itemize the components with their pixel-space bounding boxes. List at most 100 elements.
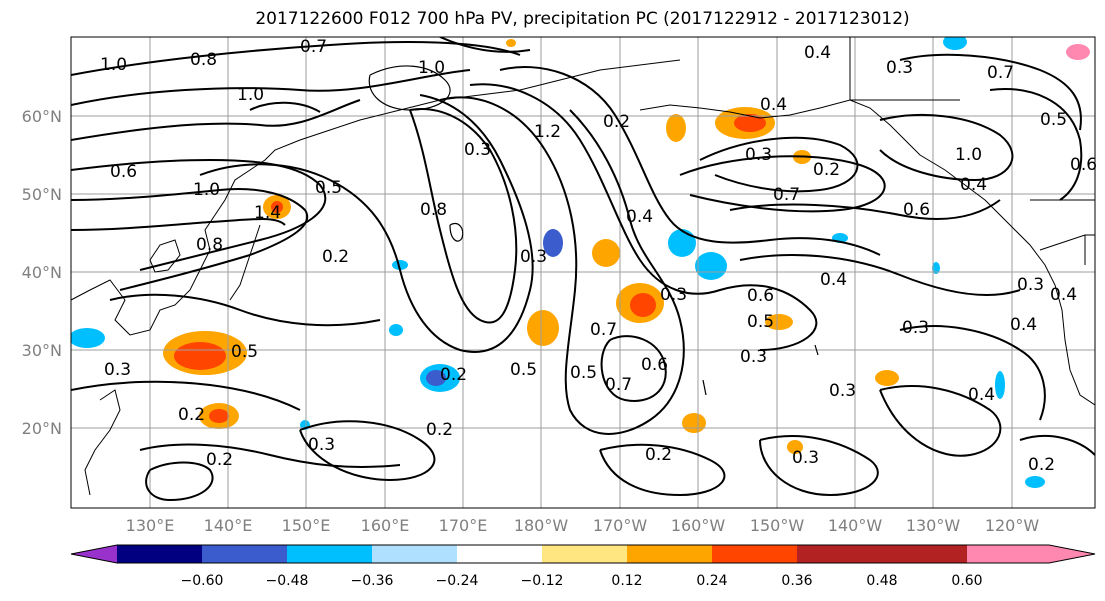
contour-label: 0.5: [510, 360, 537, 380]
contour-label: 0.8: [190, 50, 217, 70]
contour-label: 0.3: [308, 435, 335, 455]
contour-label: 0.4: [968, 385, 995, 405]
contour-label: 0.2: [322, 247, 349, 267]
pv-contours: [71, 37, 1095, 502]
lon-label: 140°W: [828, 516, 883, 535]
lon-label: 170°W: [593, 516, 648, 535]
lat-label: 50°N: [22, 185, 62, 204]
colorbar-segment: [457, 545, 542, 563]
colorbar-tick-label: −0.36: [351, 573, 394, 589]
contour-label: 0.6: [747, 286, 774, 306]
contour-label: 0.3: [902, 318, 929, 338]
colorbar-ticks: −0.60 −0.48 −0.36 −0.24 −0.12 0.12 0.24 …: [181, 573, 983, 589]
contour-label: 1.4: [254, 203, 281, 223]
contour-label: 0.4: [820, 270, 847, 290]
contour-label: 1.0: [237, 85, 264, 105]
lon-label: 130°E: [126, 516, 175, 535]
contour-label: 1.0: [193, 180, 220, 200]
contour-label: 0.5: [315, 178, 342, 198]
lat-label: 60°N: [22, 107, 62, 126]
contour-label: 0.4: [626, 207, 653, 227]
contour-label: 0.2: [178, 405, 205, 425]
colorbar-segment: [627, 545, 712, 563]
contour-label: 0.8: [196, 235, 223, 255]
contour-label: 0.3: [464, 140, 491, 160]
contour-label: 0.2: [603, 112, 630, 132]
colorbar-tick-label: −0.60: [181, 573, 224, 589]
contour-label: 0.4: [1050, 285, 1077, 305]
precip-shading: [71, 37, 1090, 488]
colorbar-extend-low: [71, 545, 117, 563]
contour-label: 0.2: [426, 420, 453, 440]
colorbar-tick-label: −0.24: [436, 573, 479, 589]
colorbar-segment: [117, 545, 202, 563]
lon-label: 130°W: [906, 516, 961, 535]
contour-label: 0.3: [886, 58, 913, 78]
lat-label: 20°N: [22, 419, 62, 438]
colorbar-tick-label: 0.48: [866, 573, 897, 589]
contour-label: 0.3: [1017, 275, 1044, 295]
contour-label: 0.2: [813, 160, 840, 180]
colorbar-extend-high: [1049, 545, 1095, 563]
contour-label: 1.0: [418, 58, 445, 78]
colorbar-tick-label: 0.24: [696, 573, 727, 589]
contour-label: 0.5: [747, 312, 774, 332]
latitude-labels: 60°N 50°N 40°N 30°N 20°N: [22, 107, 62, 438]
colorbar-segment: [372, 545, 457, 563]
colorbar-tick-label: 0.36: [781, 573, 812, 589]
colorbar-tick-label: 0.12: [611, 573, 642, 589]
contour-label: 0.4: [1010, 315, 1037, 335]
map-title: 2017122600 F012 700 hPa PV, precipitatio…: [255, 9, 910, 29]
contour-label: 0.5: [1040, 110, 1067, 130]
contour-label: 0.3: [829, 381, 856, 401]
colorbar-segment: [287, 545, 372, 563]
contour-label: 0.4: [804, 43, 831, 63]
contour-label: 0.7: [590, 320, 617, 340]
lat-label: 40°N: [22, 263, 62, 282]
contour-label: 0.7: [987, 63, 1014, 83]
graticule: [71, 37, 1095, 508]
contour-label: 0.6: [110, 162, 137, 182]
contour-label: 0.7: [300, 37, 327, 57]
contour-label: 1.2: [534, 122, 561, 142]
contour-label: 0.2: [1028, 455, 1055, 475]
lon-label: 160°E: [361, 516, 410, 535]
colorbar-tick-label: −0.12: [521, 573, 564, 589]
colorbar-segment: [202, 545, 287, 563]
contour-label: 0.7: [605, 375, 632, 395]
colorbar-segment: [797, 545, 882, 563]
contour-label: 0.2: [645, 445, 672, 465]
contour-label: 0.3: [520, 247, 547, 267]
contour-label: 0.4: [760, 95, 787, 115]
colorbar-segment: [542, 545, 627, 563]
lon-label: 180°W: [514, 516, 569, 535]
contour-label: 0.6: [1070, 155, 1097, 175]
colorbar-tick-label: 0.60: [951, 573, 982, 589]
colorbar-tick-label: −0.48: [266, 573, 309, 589]
contour-label: 0.2: [440, 365, 467, 385]
colorbar-segment: [712, 545, 797, 563]
lon-label: 150°W: [750, 516, 805, 535]
contour-label: 0.3: [104, 360, 131, 380]
lon-label: 170°E: [439, 516, 488, 535]
contour-labels: 1.0 0.7 1.0 1.0 0.8 0.6 0.5 1.0 0.8 1.4 …: [100, 37, 1097, 475]
contour-label: 0.3: [792, 448, 819, 468]
lon-label: 160°W: [671, 516, 726, 535]
contour-label: 0.4: [960, 175, 987, 195]
contour-label: 0.3: [745, 145, 772, 165]
map-frame: [70, 36, 1096, 509]
lon-label: 140°E: [204, 516, 253, 535]
lat-label: 30°N: [22, 341, 62, 360]
colorbar-segment: [967, 545, 1049, 563]
contour-label: 0.3: [740, 347, 767, 367]
lon-label: 120°W: [985, 516, 1040, 535]
contour-label: 0.5: [570, 363, 597, 383]
colorbar: −0.60 −0.48 −0.36 −0.24 −0.12 0.12 0.24 …: [70, 544, 1096, 589]
contour-label: 0.6: [641, 355, 668, 375]
contour-label: 1.0: [100, 55, 127, 75]
longitude-labels: 130°E 140°E 150°E 160°E 170°E 180°W 170°…: [126, 516, 1040, 535]
colorbar-segment: [882, 545, 967, 563]
contour-label: 0.2: [206, 450, 233, 470]
contour-label: 0.3: [660, 285, 687, 305]
